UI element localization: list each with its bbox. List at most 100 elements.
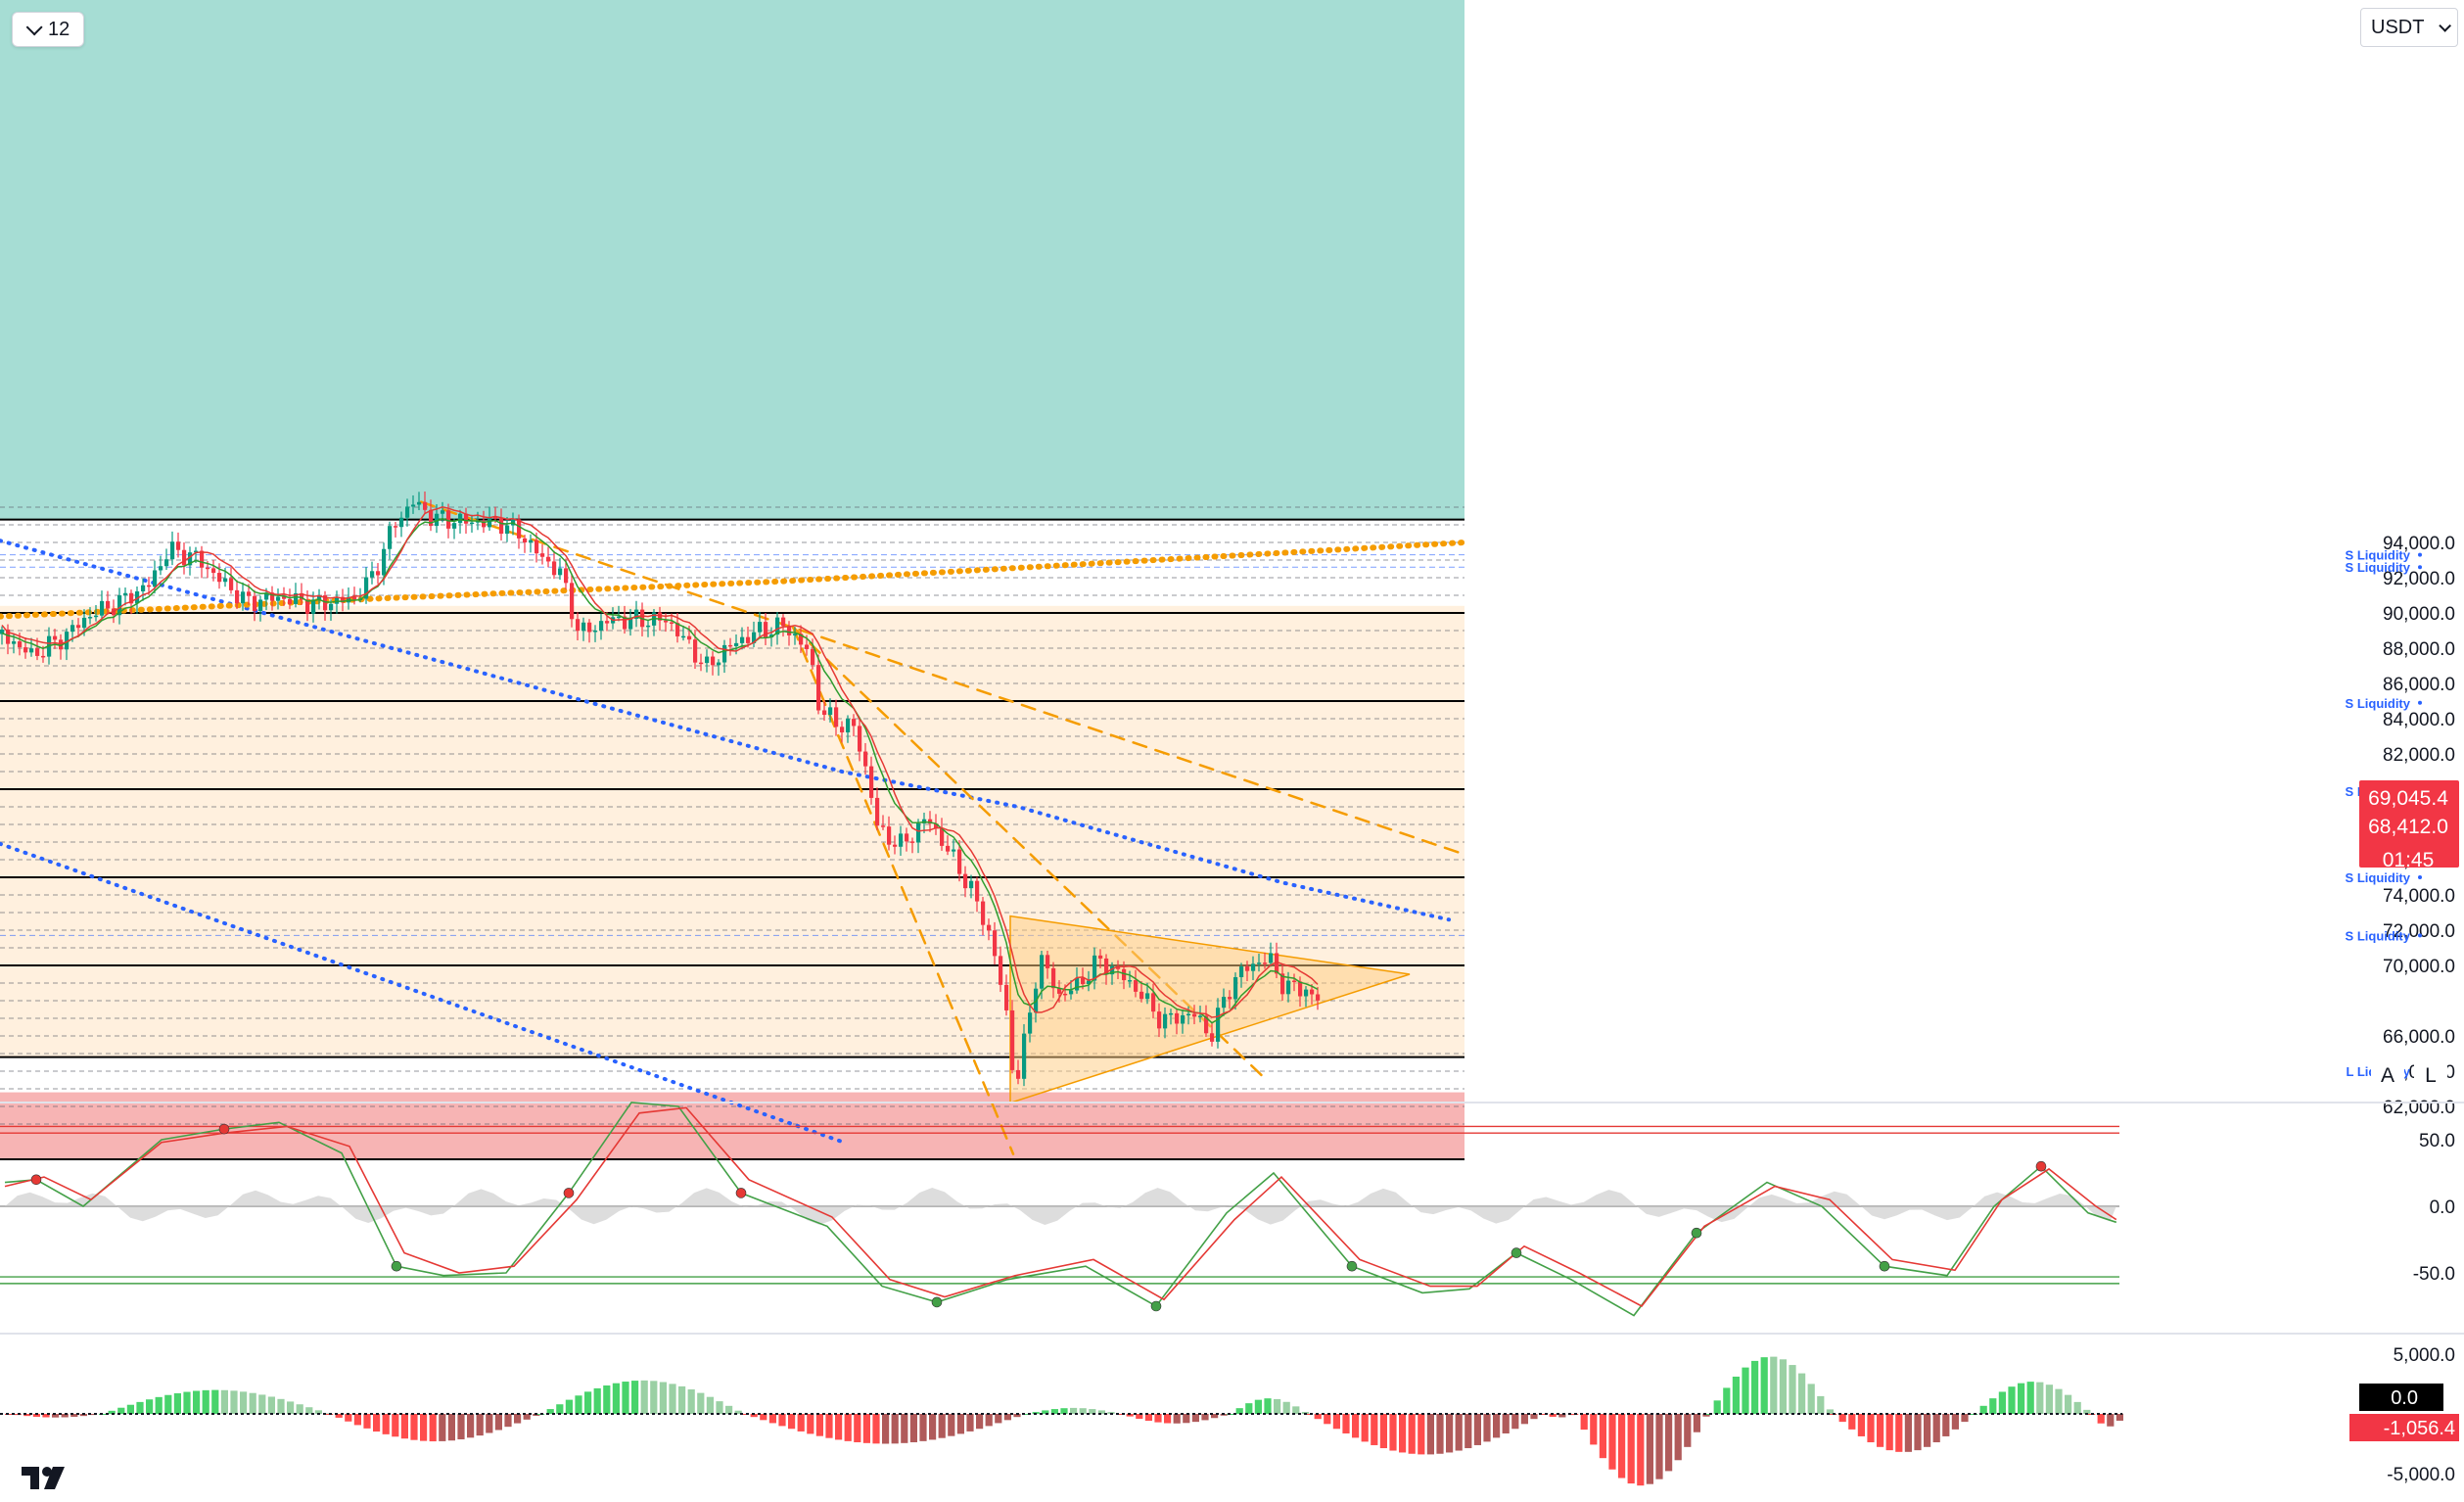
macd-bar — [706, 1396, 714, 1414]
candle-body — [270, 592, 275, 601]
macd-axis-label: -5,000.0 — [2387, 1465, 2455, 1485]
macd-bar — [1371, 1414, 1378, 1445]
auto-scale-label: A — [2380, 1064, 2394, 1087]
macd-bar — [392, 1414, 399, 1437]
macd-bar — [1282, 1401, 1290, 1414]
candle-body — [347, 596, 351, 603]
candle-body — [875, 797, 880, 826]
candle-body — [816, 665, 821, 711]
candle-body — [1057, 988, 1062, 994]
macd-bar — [669, 1384, 676, 1414]
candle-body — [1310, 989, 1315, 995]
candle-body — [123, 592, 128, 595]
oscillator-axis-label: 50.0 — [2419, 1131, 2455, 1151]
candle-body — [1280, 973, 1285, 995]
macd-bar — [807, 1414, 814, 1434]
macd-bar — [1646, 1414, 1653, 1484]
macd-bar — [61, 1414, 69, 1418]
candle-body — [1081, 977, 1086, 985]
macd-bar — [697, 1392, 705, 1414]
price-axis-label: 84,000.0 — [2383, 710, 2455, 730]
candle-body — [300, 592, 304, 600]
crossover-marker — [1511, 1247, 1522, 1258]
macd-bar — [1070, 1407, 1078, 1414]
candle-body — [399, 517, 404, 528]
candle-body — [1269, 953, 1274, 963]
price-axis-label: 92,000.0 — [2383, 569, 2455, 589]
candle-body — [476, 521, 481, 523]
candle-body — [1022, 1033, 1027, 1079]
currency-selector[interactable]: USDT — [2360, 8, 2458, 47]
price-axis-label: 88,000.0 — [2383, 639, 2455, 660]
macd-bar — [202, 1389, 209, 1414]
price-zones — [0, 0, 1464, 1159]
macd-bar — [1732, 1376, 1740, 1414]
macd-bar — [1618, 1414, 1626, 1479]
macd-zero-badge — [2359, 1384, 2443, 1411]
macd-bar — [457, 1414, 465, 1440]
candle-body — [241, 591, 246, 604]
candle-body — [711, 656, 716, 666]
candle-body — [1063, 993, 1068, 996]
macd-bar — [1779, 1359, 1787, 1414]
macd-bar — [296, 1404, 303, 1414]
log-scale-button[interactable]: L — [2414, 1059, 2447, 1093]
candle-body — [769, 634, 774, 637]
candle-body — [523, 538, 528, 543]
candle-body — [1087, 980, 1092, 985]
candle-body — [828, 707, 833, 716]
macd-bar — [966, 1414, 974, 1432]
macd-bar — [1637, 1414, 1645, 1486]
candle-body — [141, 585, 146, 591]
last-price-badge-text: 01:45 — [2383, 849, 2435, 871]
macd-bar — [1693, 1414, 1700, 1432]
candle-body — [787, 626, 792, 635]
candle-body — [1093, 955, 1097, 981]
auto-scale-button[interactable]: A — [2371, 1059, 2404, 1093]
macd-bar — [2008, 1386, 2016, 1414]
candle-body — [664, 620, 669, 623]
tradingview-logo[interactable] — [20, 1463, 74, 1492]
candle-body — [1098, 955, 1103, 959]
candle-body — [153, 570, 158, 587]
candle-body — [29, 648, 34, 653]
macd-bar — [2115, 1414, 2123, 1421]
candle-body — [0, 629, 5, 634]
macd-bar — [2097, 1414, 2105, 1424]
macd-bar — [575, 1395, 582, 1414]
macd-bar — [1332, 1414, 1340, 1430]
price-axis-label: 90,000.0 — [2383, 604, 2455, 625]
high-price-badge-text: 69,045.4 — [2368, 787, 2448, 810]
candle-body — [470, 522, 475, 525]
interval-selector[interactable]: 12 — [12, 12, 85, 47]
candle-body — [899, 833, 904, 847]
last-price-badge-text: 68,412.0 — [2368, 816, 2448, 838]
candle-body — [206, 567, 210, 570]
log-scale-label: L — [2425, 1064, 2437, 1087]
macd-bar — [1580, 1414, 1588, 1431]
orange-dotted-trendline — [0, 540, 1467, 620]
candle-body — [863, 751, 868, 767]
macd-bar — [640, 1380, 648, 1414]
candle-body — [1110, 965, 1115, 975]
macd-bar — [494, 1414, 502, 1431]
macd-bar — [1408, 1414, 1416, 1454]
macd-bar — [565, 1399, 573, 1414]
candle-body — [276, 596, 281, 601]
macd-bar — [230, 1390, 238, 1414]
candle-body — [1192, 1013, 1197, 1017]
macd-bar — [901, 1414, 908, 1443]
candle-body — [928, 819, 933, 824]
macd-bar — [1245, 1403, 1253, 1414]
macd-bar — [1274, 1398, 1281, 1414]
currency-label: USDT — [2371, 16, 2425, 38]
macd-bar — [1599, 1414, 1606, 1459]
macd-bar — [79, 1414, 87, 1417]
candle-body — [1157, 1011, 1162, 1029]
macd-bar — [1885, 1414, 1893, 1451]
liquidity-label: S Liquidity — [2346, 560, 2411, 575]
macd-bar — [659, 1382, 667, 1414]
high-price-badge — [2359, 780, 2459, 814]
candle-body — [76, 625, 81, 629]
